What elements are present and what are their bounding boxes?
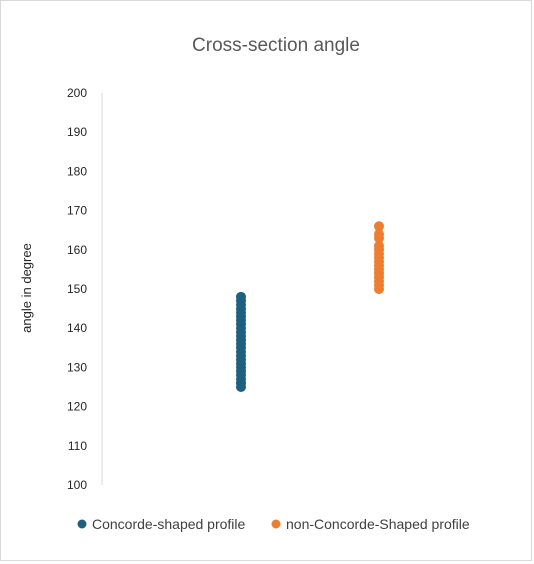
y-tick-label: 100 xyxy=(67,478,87,492)
y-tick-label: 180 xyxy=(67,164,87,178)
chart-title: Cross-section angle xyxy=(192,35,360,56)
legend-label-series-1: Concorde-shaped profile xyxy=(92,516,246,532)
y-tick-label: 170 xyxy=(67,204,87,218)
legend: Concorde-shaped profile non-Concorde-Shap… xyxy=(77,516,470,532)
y-tick-label: 200 xyxy=(67,86,87,100)
y-tick-label: 120 xyxy=(67,400,87,414)
y-tick-labels: 100 110 120 130 140 150 160 170 180 190 200 xyxy=(67,86,87,492)
data-point-series-2 xyxy=(374,240,384,251)
y-tick-label: 130 xyxy=(67,360,87,374)
data-point-series-2 xyxy=(374,221,384,232)
data-point-series-1 xyxy=(236,291,246,302)
y-tick-label: 160 xyxy=(67,243,87,257)
data-point-series-2 xyxy=(374,229,384,240)
legend-label-series-2: non-Concorde-Shaped profile xyxy=(286,516,470,532)
legend-marker-series-1 xyxy=(77,519,87,529)
y-tick-label: 140 xyxy=(67,321,87,335)
legend-marker-series-2 xyxy=(271,519,281,529)
y-axis-label: angle in degree xyxy=(19,243,34,333)
y-tick-label: 110 xyxy=(68,439,87,453)
plot-points xyxy=(236,221,384,392)
y-tick-label: 150 xyxy=(67,282,87,296)
y-tick-label: 190 xyxy=(67,125,87,139)
